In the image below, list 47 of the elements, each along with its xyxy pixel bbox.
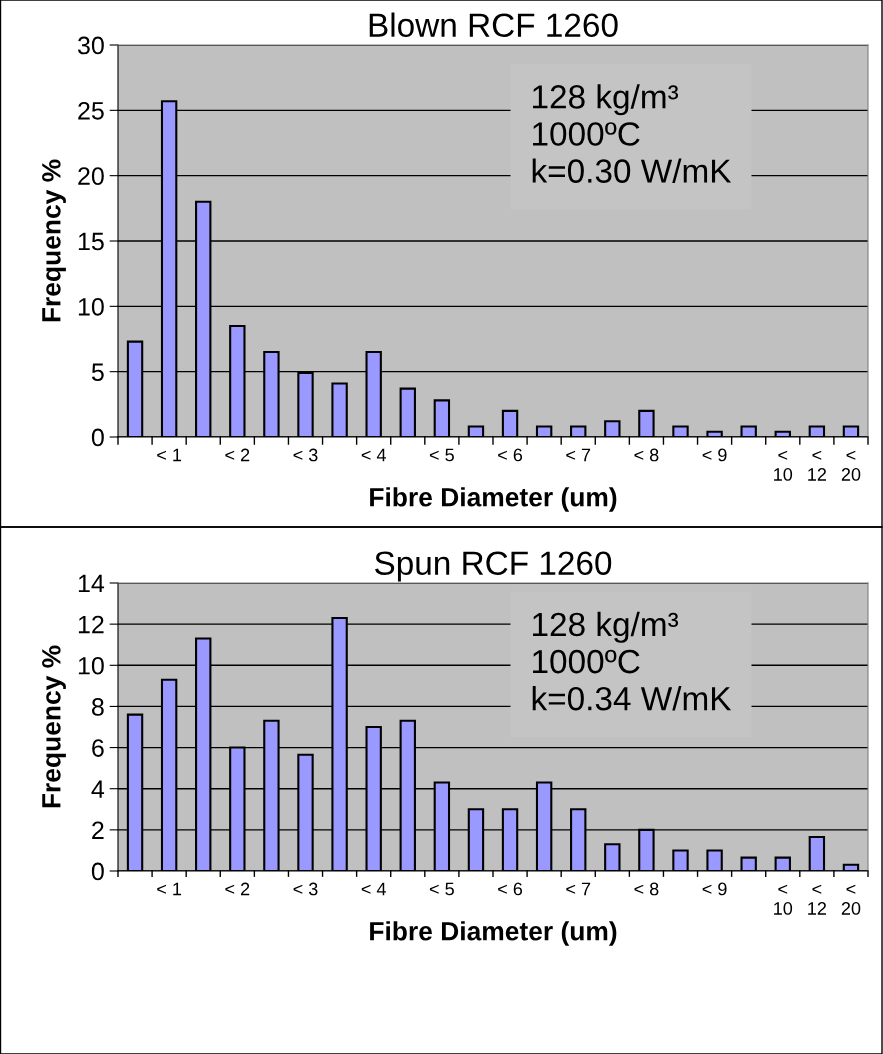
x-tick-label: < 3 xyxy=(293,448,318,462)
y-tick-label: 30 xyxy=(77,36,104,55)
x-tick-label: < 6 xyxy=(498,448,523,462)
x-tick-label: < 3 xyxy=(293,882,318,896)
x-tick-label: < 7 xyxy=(566,448,591,462)
y-tick-label: 15 xyxy=(78,232,104,251)
y-tick-label: 6 xyxy=(92,739,104,757)
x-tick-label: < 5 xyxy=(429,882,454,896)
x-tick-label: < 10 xyxy=(774,884,793,915)
x-tick-label: < 12 xyxy=(808,450,826,481)
y-tick-label: 8 xyxy=(91,698,104,716)
y-axis-title: Frequency % xyxy=(42,645,66,808)
x-tick-label: < 8 xyxy=(634,448,659,462)
x-tick-label: < 7 xyxy=(566,882,591,896)
y-tick-label: 5 xyxy=(91,363,104,381)
x-tick-label: < 20 xyxy=(841,884,861,915)
x-tick-label: < 9 xyxy=(702,882,727,896)
x-tick-label: < 2 xyxy=(225,882,250,896)
y-tick-label: 2 xyxy=(92,821,104,839)
x-axis-title: Fibre Diameter (um) xyxy=(370,487,617,512)
x-axis-title: Fibre Diameter (um) xyxy=(370,921,617,946)
x-tick-label: < 5 xyxy=(429,448,454,462)
annotation: 128 kg/m³ 1000ºC k=0.30 W/mK xyxy=(532,84,732,183)
y-tick-label: 25 xyxy=(78,101,104,120)
x-tick-label: < 1 xyxy=(157,448,182,462)
chart-title: Blown RCF 1260 xyxy=(369,12,618,37)
x-tick-label: < 2 xyxy=(225,448,250,462)
annotation: 128 kg/m³ 1000ºC k=0.34 W/mK xyxy=(532,611,732,711)
y-tick-label: 10 xyxy=(78,297,104,316)
x-tick-label: < 20 xyxy=(841,450,861,481)
y-tick-label: 10 xyxy=(78,656,104,675)
x-tick-label: < 4 xyxy=(361,448,386,462)
x-tick-label: < 6 xyxy=(498,882,523,896)
y-tick-label: 0 xyxy=(91,862,104,881)
x-tick-label: < 12 xyxy=(808,884,826,915)
x-tick-label: < 9 xyxy=(702,448,727,462)
y-tick-label: 4 xyxy=(91,780,105,798)
y-tick-label: 14 xyxy=(78,574,105,593)
y-tick-label: 12 xyxy=(78,615,104,634)
x-tick-label: < 4 xyxy=(361,882,386,896)
chart-title: Spun RCF 1260 xyxy=(375,551,612,582)
x-tick-label: < 8 xyxy=(634,882,659,896)
y-tick-label: 20 xyxy=(78,167,104,185)
x-tick-label: < 10 xyxy=(774,450,793,481)
y-tick-label: 0 xyxy=(91,428,104,447)
x-tick-label: < 1 xyxy=(157,882,182,896)
y-axis-title: Frequency % xyxy=(42,159,66,322)
